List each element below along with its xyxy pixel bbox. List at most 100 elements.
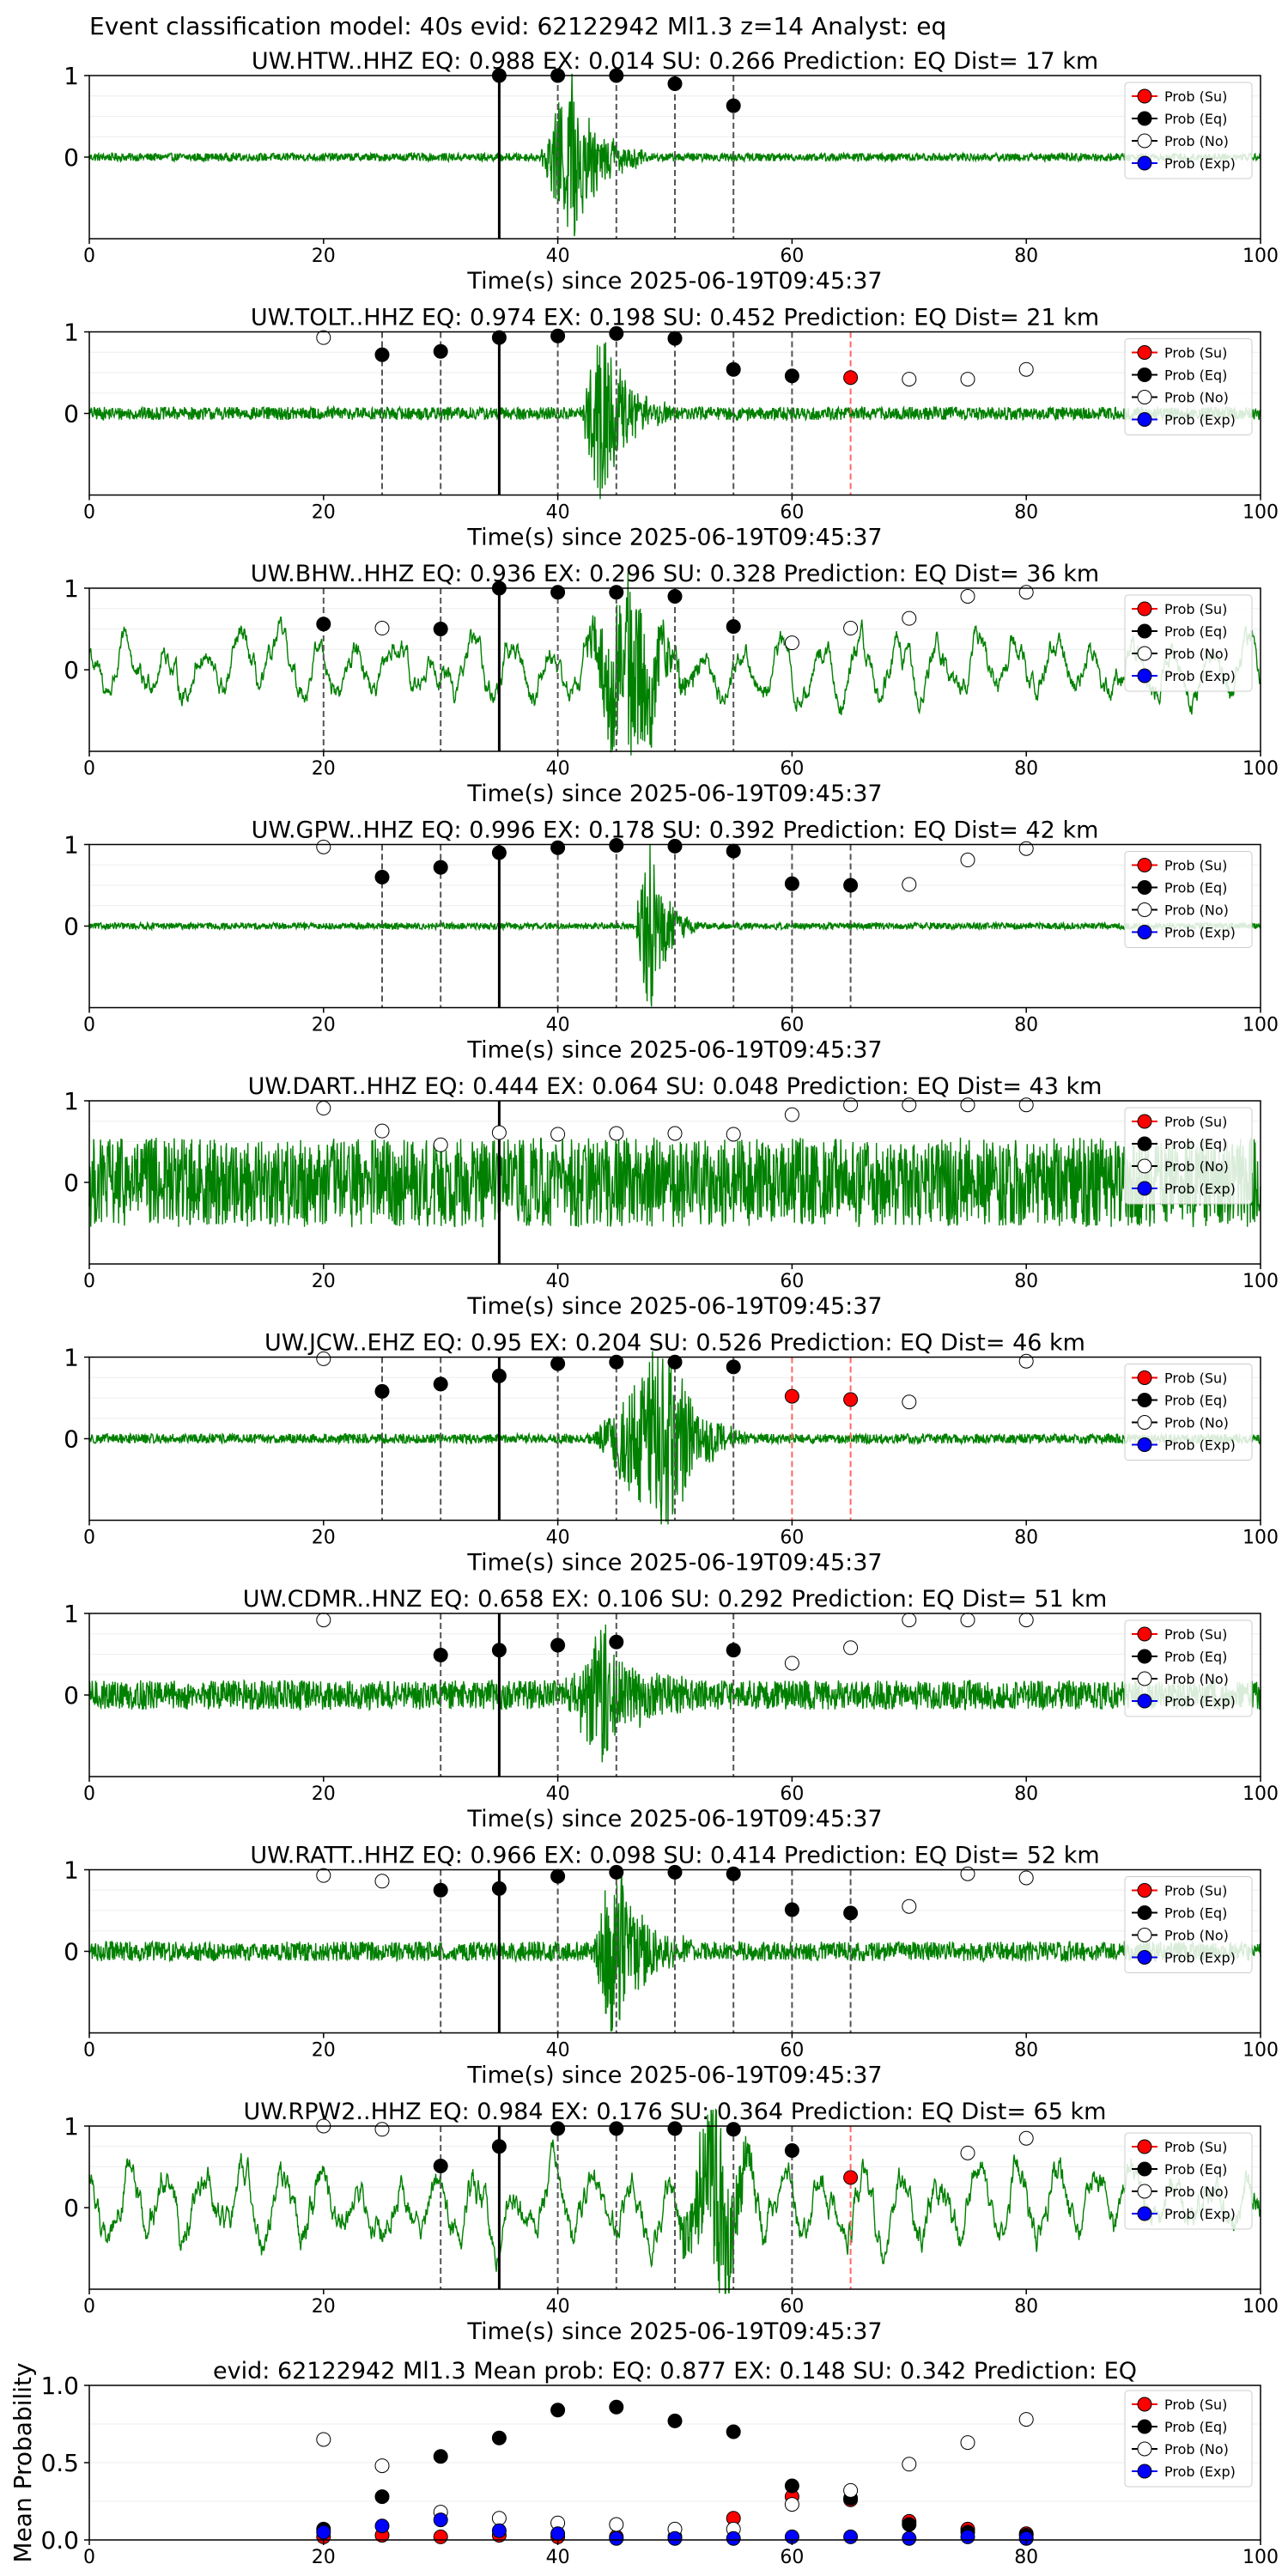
legend-marker-su: [1137, 1626, 1152, 1642]
legend-marker-eq: [1137, 368, 1152, 382]
legend-marker-exp: [1137, 155, 1152, 171]
x-tick-label: 40: [546, 758, 570, 780]
x-axis-label: Time(s) since 2025-06-19T09:45:37: [466, 2063, 882, 2089]
prob-marker-eq: [491, 2139, 507, 2154]
legend-marker-su: [1137, 1883, 1152, 1898]
x-axis-label: Time(s) since 2025-06-19T09:45:37: [466, 1037, 882, 1064]
mean-marker-no: [784, 2497, 799, 2512]
x-tick-label: 60: [780, 1271, 804, 1292]
legend-label-eq: Prob (Eq): [1164, 2419, 1227, 2435]
legend-box: [1124, 1619, 1253, 1717]
x-tick-label: 40: [546, 1528, 570, 1549]
y-tick-label: 0: [64, 1938, 79, 1966]
x-tick-label: 0: [83, 1271, 95, 1292]
x-tick-label: 80: [1014, 1783, 1038, 1805]
prob-marker-no: [316, 1868, 331, 1883]
x-tick-label: 20: [312, 1271, 336, 1292]
y-tick-label: 1.0: [40, 2372, 79, 2400]
legend-box: [1124, 82, 1253, 179]
mean-marker-eq: [726, 2424, 741, 2439]
y-tick-label: 1: [64, 319, 79, 347]
mean-marker-eq: [433, 2449, 448, 2464]
legend-marker-eq: [1137, 1649, 1152, 1664]
x-tick-label: 20: [312, 1783, 336, 1805]
legend-label-eq: Prob (Eq): [1164, 623, 1227, 640]
prob-marker-no: [960, 853, 975, 868]
legend-label-exp: Prob (Exp): [1164, 1693, 1236, 1710]
legend-box: [1124, 2132, 1253, 2230]
mean-marker-eq: [667, 2413, 683, 2428]
prob-marker-no: [374, 1123, 390, 1139]
x-tick-label: 100: [1242, 2547, 1279, 2568]
panel-title: UW.TOLT..HHZ EQ: 0.974 EX: 0.198 SU: 0.4…: [251, 305, 1099, 331]
x-tick-label: 40: [546, 2040, 570, 2062]
prob-marker-su: [843, 2170, 859, 2185]
prob-marker-eq: [374, 347, 390, 362]
prob-marker-eq: [550, 328, 566, 343]
y-tick-label: 0: [64, 1169, 79, 1197]
x-tick-label: 60: [780, 1015, 804, 1036]
prob-marker-eq: [843, 878, 859, 893]
prob-marker-eq: [667, 589, 683, 604]
legend-marker-no: [1137, 646, 1152, 661]
mean-marker-exp: [433, 2512, 448, 2528]
mean-marker-exp: [1018, 2530, 1034, 2546]
prob-marker-no: [550, 1127, 566, 1142]
x-tick-label: 80: [1014, 502, 1038, 524]
legend-label-exp: Prob (Exp): [1164, 1437, 1236, 1454]
mean-marker-no: [609, 2517, 624, 2532]
legend-label-no: Prob (No): [1164, 390, 1229, 406]
prob-marker-no: [843, 621, 859, 636]
legend-marker-exp: [1137, 668, 1152, 683]
mean-marker-eq: [491, 2430, 507, 2445]
legend-marker-exp: [1137, 1181, 1152, 1196]
legend-label-su: Prob (Su): [1164, 1370, 1227, 1387]
legend-marker-su: [1137, 601, 1152, 617]
prob-marker-no: [960, 372, 975, 387]
x-tick-label: 100: [1242, 502, 1279, 524]
x-tick-label: 80: [1014, 1015, 1038, 1036]
legend-label-su: Prob (Su): [1164, 1883, 1227, 1899]
legend-label-eq: Prob (Eq): [1164, 1905, 1227, 1922]
legend-box: [1124, 1364, 1253, 1461]
prob-marker-no: [902, 877, 917, 892]
legend-marker-no: [1137, 2184, 1152, 2199]
waveform-trace: [88, 342, 1261, 500]
prob-marker-no: [902, 611, 917, 626]
x-tick-label: 40: [546, 1783, 570, 1805]
x-tick-label: 20: [312, 1528, 336, 1549]
legend-label-no: Prob (No): [1164, 1928, 1229, 1944]
legend-marker-exp: [1137, 925, 1152, 939]
figure-suptitle: Event classification model: 40s evid: 62…: [89, 12, 946, 40]
prob-marker-no: [726, 1127, 741, 1142]
prob-marker-eq: [550, 2121, 566, 2136]
prob-marker-eq: [784, 2143, 799, 2158]
panel-title: UW.CDMR..HNZ EQ: 0.658 EX: 0.106 SU: 0.2…: [243, 1586, 1108, 1613]
prob-marker-eq: [726, 1866, 741, 1881]
y-tick-label: 0: [64, 1681, 79, 1710]
x-tick-label: 100: [1242, 1271, 1279, 1292]
legend-marker-no: [1137, 902, 1152, 917]
x-axis-label: Time(s) since 2025-06-19T09:45:37: [466, 781, 882, 807]
x-tick-label: 20: [312, 246, 336, 267]
x-tick-label: 20: [312, 758, 336, 780]
x-axis-label: Time(s) since 2025-06-19T09:45:37: [466, 1293, 882, 1320]
x-axis-label: Time(s) since 2025-06-19T09:45:37: [466, 2318, 882, 2345]
prob-marker-no: [902, 1899, 917, 1914]
y-tick-label: 1: [64, 1344, 79, 1372]
mean-marker-exp: [550, 2526, 566, 2542]
legend-label-su: Prob (Su): [1164, 345, 1227, 361]
prob-marker-eq: [433, 860, 448, 875]
legend-marker-su: [1137, 2397, 1152, 2412]
waveform-panel: UW.RPW2..HHZ EQ: 0.984 EX: 0.176 SU: 0.3…: [64, 2099, 1279, 2345]
legend-marker-exp: [1137, 412, 1152, 427]
x-tick-label: 20: [312, 2547, 336, 2568]
prob-marker-no: [843, 1640, 859, 1656]
legend-label-eq: Prob (Eq): [1164, 880, 1227, 896]
mean-marker-eq: [550, 2403, 566, 2418]
prob-marker-eq: [433, 343, 448, 359]
mean-marker-no: [902, 2457, 917, 2472]
y-axis-label: Mean Probability: [9, 2362, 37, 2562]
prob-marker-eq: [433, 1647, 448, 1662]
x-tick-label: 100: [1242, 758, 1279, 780]
